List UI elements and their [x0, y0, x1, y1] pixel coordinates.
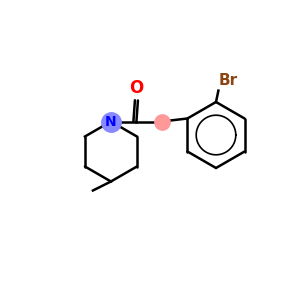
Text: N: N	[105, 115, 117, 128]
Text: Br: Br	[219, 73, 238, 88]
Circle shape	[157, 116, 167, 127]
Text: O: O	[129, 79, 143, 97]
